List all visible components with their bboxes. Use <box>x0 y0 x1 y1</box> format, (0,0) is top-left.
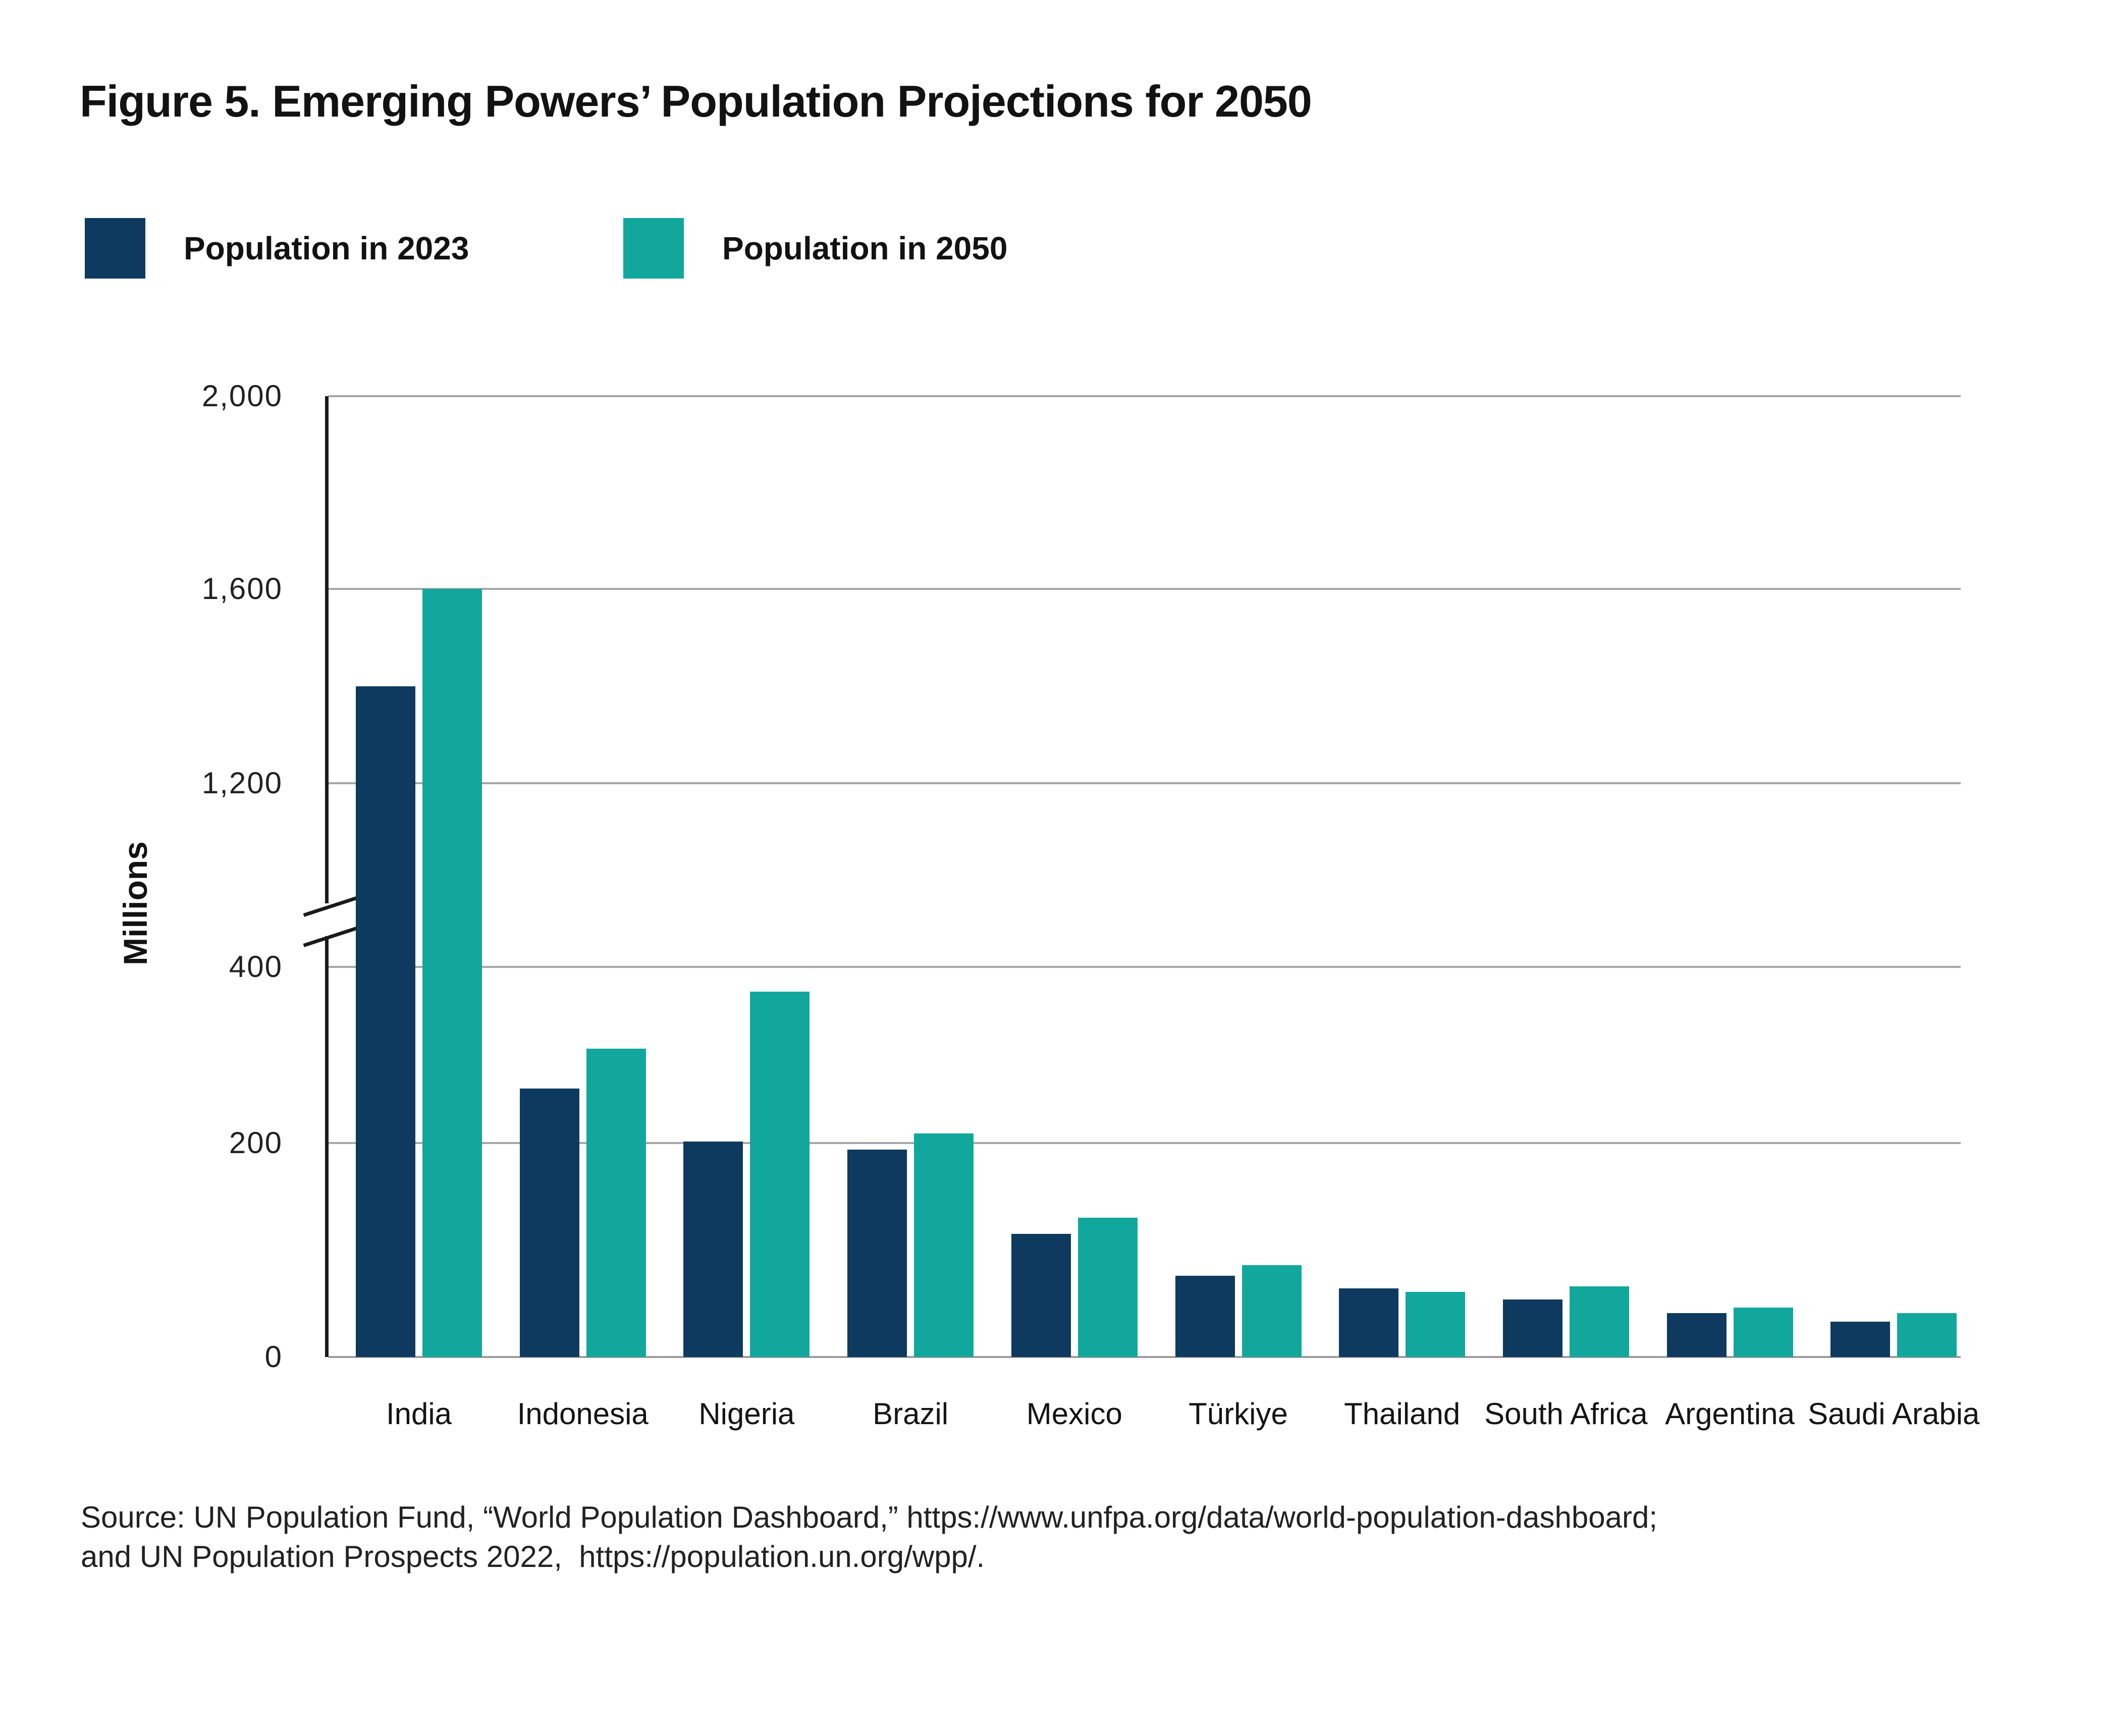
source-line-2: and UN Population Prospects 2022, https:… <box>81 1540 985 1574</box>
y-tick-label-1600: 1,600 <box>201 572 283 606</box>
y-tick-label-1200: 1,200 <box>201 766 283 800</box>
bar-thailand-2050 <box>1406 1291 1466 1357</box>
bar-saudi-arabia-2050 <box>1897 1313 1957 1357</box>
bar-nigeria-2023 <box>683 1141 743 1357</box>
bar-brazil-2050 <box>914 1133 974 1357</box>
legend-label-2023: Population in 2023 <box>184 230 469 266</box>
plot-area <box>303 395 1961 1358</box>
x-axis-label-nigeria: Nigeria <box>698 1397 795 1431</box>
x-axis-label-mexico: Mexico <box>1026 1397 1122 1431</box>
x-axis-label-t-rkiye: Türkiye <box>1189 1397 1288 1431</box>
figure-title: Figure 5. Emerging Powers’ Population Pr… <box>80 76 1312 126</box>
axis-break-mark <box>303 927 357 947</box>
bar-argentina-2023 <box>1666 1313 1727 1357</box>
source-note: Source: UN Population Fund, “World Popul… <box>81 1498 1657 1577</box>
x-axis-label-indonesia: Indonesia <box>517 1397 649 1431</box>
x-axis-label-brazil: Brazil <box>873 1397 949 1431</box>
gridline-2000 <box>329 395 1961 397</box>
gridline-400 <box>329 966 1961 968</box>
gridline-1200 <box>329 782 1961 784</box>
y-axis-line-upper <box>325 396 329 903</box>
x-axis-label-south-africa: South Africa <box>1484 1397 1648 1431</box>
bar-t-rkiye-2050 <box>1242 1265 1302 1357</box>
x-axis-label-india: India <box>386 1397 452 1431</box>
bar-india-2050 <box>422 589 482 1357</box>
source-line-1: Source: UN Population Fund, “World Popul… <box>81 1500 1658 1534</box>
legend-item-2050: Population in 2050 <box>623 218 1007 279</box>
y-tick-label-400: 400 <box>229 950 283 984</box>
bar-india-2023 <box>356 686 415 1357</box>
y-axis-line-lower <box>325 936 329 1357</box>
axis-break-mark <box>303 896 357 917</box>
bar-indonesia-2050 <box>586 1049 646 1357</box>
bar-argentina-2050 <box>1733 1308 1793 1357</box>
legend-swatch-2050-icon <box>623 218 684 279</box>
bar-brazil-2023 <box>847 1149 907 1357</box>
x-axis-label-argentina: Argentina <box>1665 1397 1795 1431</box>
y-tick-label-2000: 2,000 <box>201 379 283 413</box>
legend-swatch-2023-icon <box>85 218 145 279</box>
bar-nigeria-2050 <box>750 991 810 1357</box>
x-axis-label-thailand: Thailand <box>1344 1397 1461 1431</box>
bar-mexico-2023 <box>1011 1234 1071 1357</box>
legend-label-2050: Population in 2050 <box>722 230 1008 266</box>
legend-item-2023: Population in 2023 <box>85 218 469 279</box>
gridline-1600 <box>329 588 1961 590</box>
bar-saudi-arabia-2023 <box>1830 1322 1891 1357</box>
y-tick-label-0: 0 <box>264 1340 283 1374</box>
x-axis-label-saudi-arabia: Saudi Arabia <box>1808 1397 1980 1431</box>
bar-mexico-2050 <box>1077 1218 1138 1357</box>
bar-south-africa-2023 <box>1502 1299 1562 1357</box>
y-tick-label-200: 200 <box>229 1126 283 1160</box>
gridline-200 <box>329 1142 1961 1144</box>
x-axis-line <box>329 1356 1961 1358</box>
bar-thailand-2023 <box>1339 1288 1399 1357</box>
bar-south-africa-2050 <box>1569 1286 1629 1357</box>
bar-t-rkiye-2023 <box>1175 1275 1235 1357</box>
y-axis-title: Millions <box>117 841 154 965</box>
bar-indonesia-2023 <box>519 1088 579 1357</box>
